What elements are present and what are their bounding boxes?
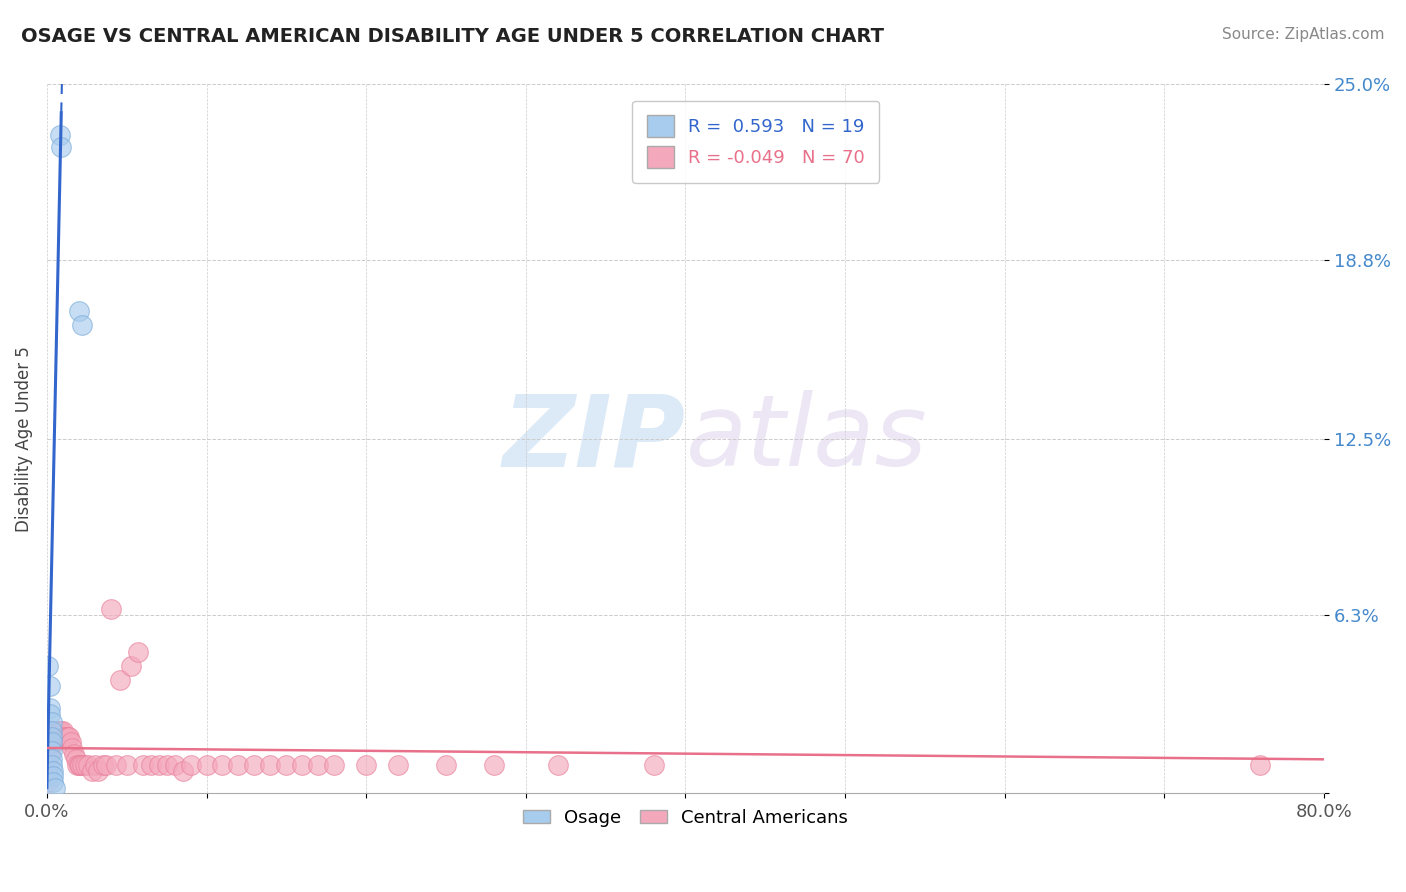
Point	[387, 758, 409, 772]
Point	[163, 758, 186, 772]
Point	[148, 758, 170, 772]
Point	[75, 758, 97, 772]
Point	[115, 758, 138, 772]
Point	[44, 723, 66, 738]
Text: OSAGE VS CENTRAL AMERICAN DISABILITY AGE UNDER 5 CORRELATION CHART: OSAGE VS CENTRAL AMERICAN DISABILITY AGE…	[21, 27, 884, 45]
Point	[51, 140, 73, 154]
Point	[228, 758, 250, 772]
Point	[211, 758, 233, 772]
Point	[37, 752, 59, 766]
Point	[46, 723, 69, 738]
Point	[42, 775, 65, 789]
Point	[180, 758, 202, 772]
Point	[195, 758, 218, 772]
Point	[94, 758, 117, 772]
Point	[434, 758, 457, 772]
Point	[69, 758, 91, 772]
Legend: Osage, Central Americans: Osage, Central Americans	[516, 802, 855, 834]
Point	[39, 723, 62, 738]
Point	[39, 747, 62, 761]
Point	[139, 758, 162, 772]
Point	[70, 318, 93, 333]
Point	[42, 764, 65, 778]
Point	[643, 758, 665, 772]
Text: Source: ZipAtlas.com: Source: ZipAtlas.com	[1222, 27, 1385, 42]
Point	[53, 730, 76, 744]
Point	[37, 735, 59, 749]
Point	[276, 758, 298, 772]
Point	[547, 758, 569, 772]
Text: atlas: atlas	[686, 391, 927, 487]
Point	[41, 744, 63, 758]
Point	[67, 304, 90, 318]
Point	[87, 764, 110, 778]
Y-axis label: Disability Age Under 5: Disability Age Under 5	[15, 346, 32, 532]
Point	[37, 758, 59, 772]
Point	[56, 730, 79, 744]
Point	[110, 673, 132, 687]
Point	[37, 769, 59, 783]
Point	[91, 758, 114, 772]
Point	[44, 780, 66, 795]
Point	[41, 735, 63, 749]
Point	[41, 723, 63, 738]
Point	[63, 747, 86, 761]
Point	[131, 758, 153, 772]
Point	[156, 758, 179, 772]
Point	[39, 735, 62, 749]
Point	[354, 758, 377, 772]
Point	[80, 764, 103, 778]
Point	[37, 658, 59, 673]
Point	[41, 758, 63, 772]
Point	[39, 701, 62, 715]
Point	[37, 764, 59, 778]
Point	[39, 706, 62, 721]
Point	[104, 758, 127, 772]
Point	[70, 758, 93, 772]
Point	[65, 752, 87, 766]
Point	[37, 741, 59, 756]
Point	[259, 758, 281, 772]
Text: ZIP: ZIP	[502, 391, 686, 487]
Point	[59, 735, 82, 749]
Point	[58, 730, 80, 744]
Point	[37, 775, 59, 789]
Point	[37, 730, 59, 744]
Point	[51, 723, 73, 738]
Point	[41, 752, 63, 766]
Point	[83, 758, 105, 772]
Point	[52, 723, 75, 738]
Point	[41, 715, 63, 730]
Point	[482, 758, 505, 772]
Point	[55, 730, 77, 744]
Point	[307, 758, 329, 772]
Point	[127, 644, 149, 658]
Point	[1249, 758, 1271, 772]
Point	[41, 723, 63, 738]
Point	[172, 764, 194, 778]
Point	[44, 735, 66, 749]
Point	[77, 758, 100, 772]
Point	[45, 723, 67, 738]
Point	[48, 723, 70, 738]
Point	[67, 758, 90, 772]
Point	[291, 758, 314, 772]
Point	[243, 758, 266, 772]
Point	[66, 758, 89, 772]
Point	[62, 741, 84, 756]
Point	[121, 658, 143, 673]
Point	[100, 602, 122, 616]
Point	[42, 769, 65, 783]
Point	[37, 747, 59, 761]
Point	[48, 128, 70, 143]
Point	[323, 758, 346, 772]
Point	[42, 723, 65, 738]
Point	[41, 730, 63, 744]
Point	[41, 735, 63, 749]
Point	[39, 679, 62, 693]
